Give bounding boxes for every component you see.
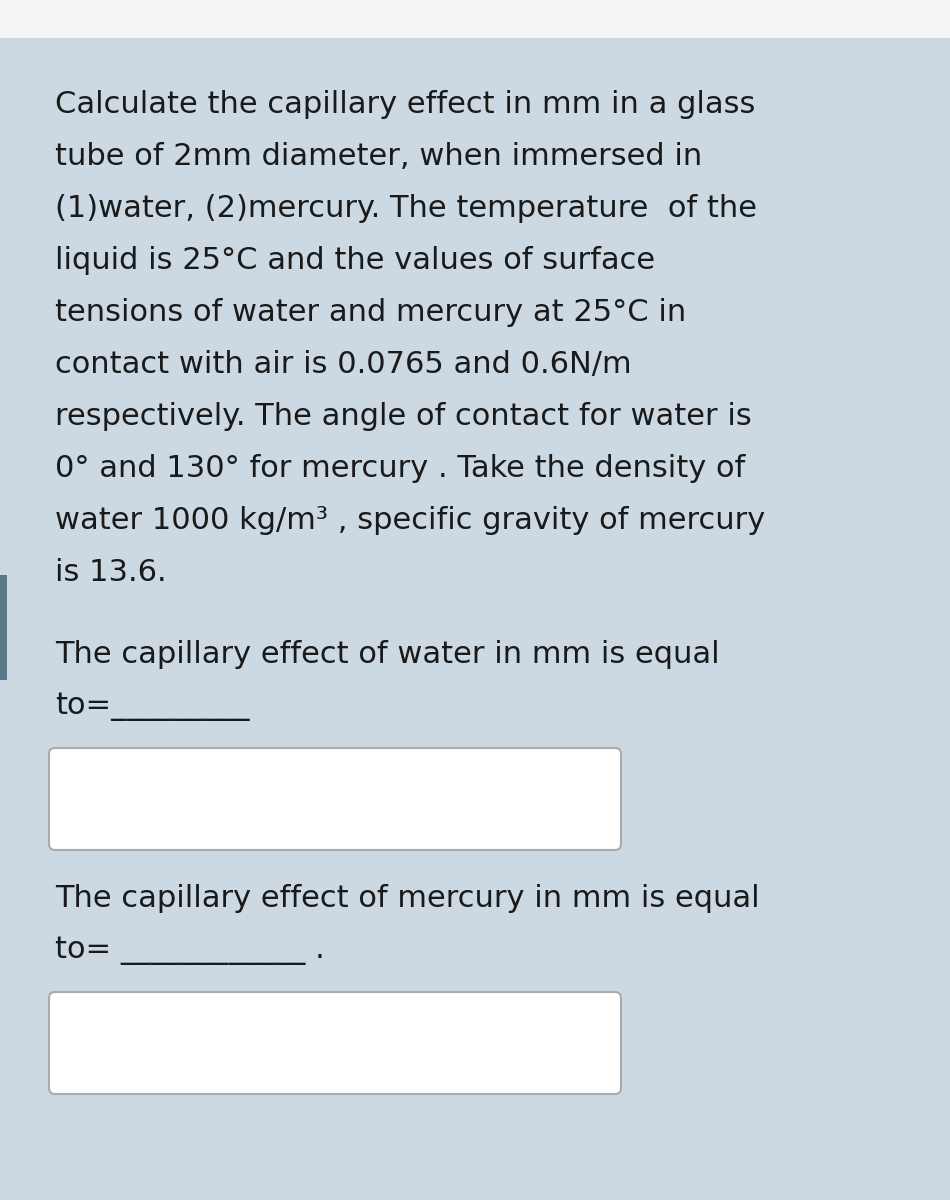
- Text: respectively. The angle of contact for water is: respectively. The angle of contact for w…: [55, 402, 751, 431]
- Text: tube of 2mm diameter, when immersed in: tube of 2mm diameter, when immersed in: [55, 142, 702, 170]
- Text: The capillary effect of water in mm is equal: The capillary effect of water in mm is e…: [55, 640, 720, 670]
- Text: to= ____________ .: to= ____________ .: [55, 936, 325, 965]
- FancyBboxPatch shape: [49, 992, 621, 1094]
- Text: Calculate the capillary effect in mm in a glass: Calculate the capillary effect in mm in …: [55, 90, 755, 119]
- FancyBboxPatch shape: [49, 748, 621, 850]
- Text: liquid is 25°C and the values of surface: liquid is 25°C and the values of surface: [55, 246, 655, 275]
- Bar: [0, 575, 7, 680]
- Text: (1)water, (2)mercury. The temperature  of the: (1)water, (2)mercury. The temperature of…: [55, 194, 757, 223]
- Text: is 13.6.: is 13.6.: [55, 558, 166, 587]
- Bar: [0, 0, 950, 38]
- Text: contact with air is 0.0765 and 0.6N/m: contact with air is 0.0765 and 0.6N/m: [55, 350, 632, 379]
- Text: The capillary effect of mercury in mm is equal: The capillary effect of mercury in mm is…: [55, 884, 760, 913]
- Text: water 1000 kg/m³ , specific gravity of mercury: water 1000 kg/m³ , specific gravity of m…: [55, 506, 766, 535]
- Text: tensions of water and mercury at 25°C in: tensions of water and mercury at 25°C in: [55, 298, 686, 326]
- Text: to=_________: to=_________: [55, 692, 250, 721]
- Text: 0° and 130° for mercury . Take the density of: 0° and 130° for mercury . Take the densi…: [55, 454, 745, 482]
